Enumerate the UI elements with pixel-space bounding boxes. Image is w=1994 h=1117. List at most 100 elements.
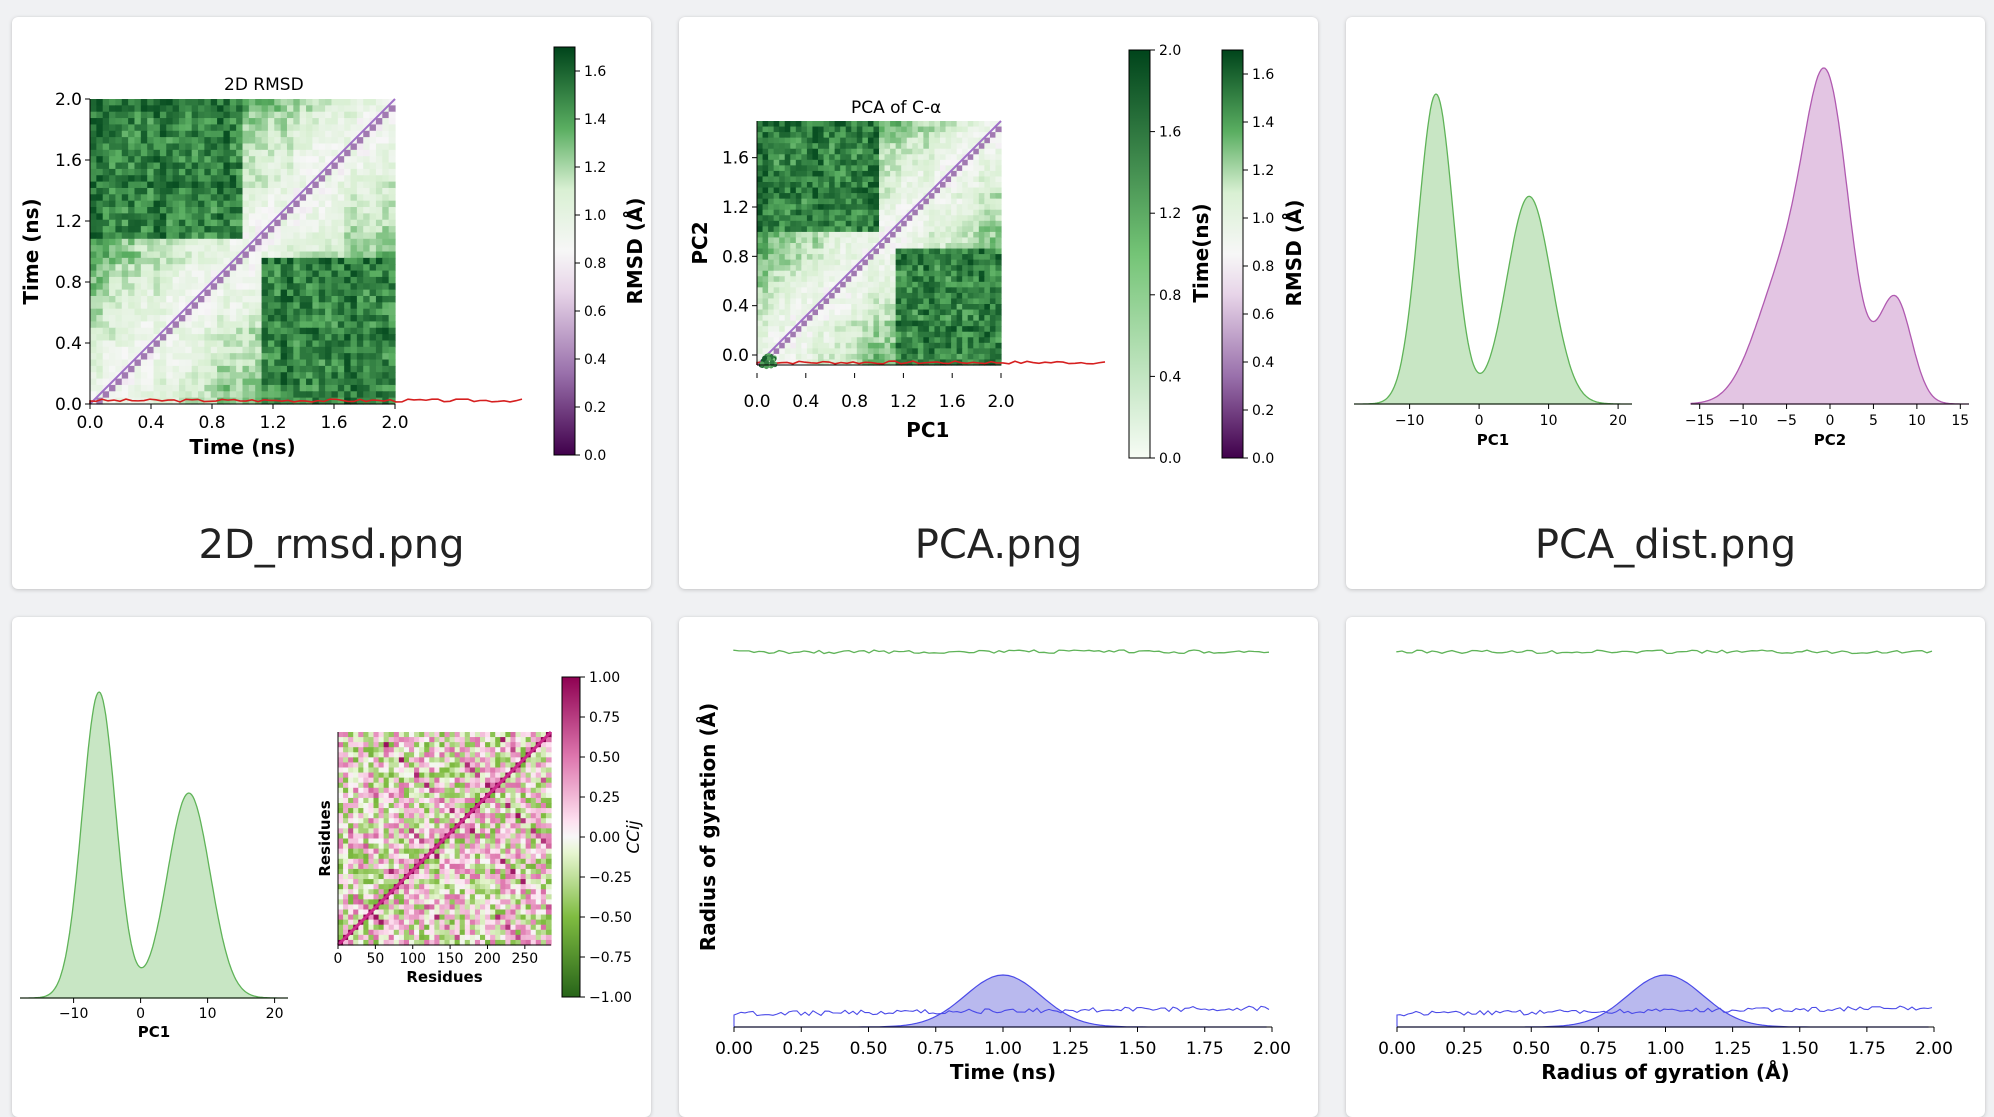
heatmap-cell <box>807 171 813 177</box>
heatmap-cell <box>399 788 405 794</box>
heatmap-cell <box>255 353 262 360</box>
heatmap-cell <box>946 127 952 133</box>
heatmap-cell <box>918 132 924 138</box>
heatmap-cell <box>840 182 846 188</box>
heatmap-cell <box>141 150 148 157</box>
heatmap-cell <box>840 287 846 293</box>
heatmap-cell <box>901 304 907 310</box>
heatmap-cell <box>763 254 769 260</box>
heatmap-cell <box>763 276 769 282</box>
heatmap-cell <box>312 194 319 201</box>
heatmap-cell <box>829 193 835 199</box>
heatmap-cell <box>424 732 430 738</box>
heatmap-cell <box>363 226 370 233</box>
heatmap-cell <box>414 732 420 738</box>
heatmap-cell <box>918 287 924 293</box>
heatmap-cell <box>851 321 857 327</box>
heatmap-cell <box>363 773 369 779</box>
heatmap-cell <box>243 207 250 214</box>
heatmap-cell <box>531 793 537 799</box>
heatmap-cell <box>829 249 835 255</box>
heatmap-cell <box>274 309 281 316</box>
heatmap-cell <box>885 204 891 210</box>
heatmap-cell <box>96 252 103 259</box>
heatmap-cell <box>344 220 351 227</box>
heatmap-cell <box>198 340 205 347</box>
heatmap-cell <box>179 258 186 265</box>
heatmap-cell <box>300 290 307 297</box>
heatmap-cell <box>192 379 199 386</box>
heatmap-cell <box>173 296 180 303</box>
heatmap-cell <box>923 293 929 299</box>
heatmap-cell <box>389 742 395 748</box>
heatmap-cell <box>984 304 990 310</box>
heatmap-cell <box>807 265 813 271</box>
heatmap-cell <box>338 309 345 316</box>
heatmap-cell <box>363 245 370 252</box>
heatmap-cell <box>962 315 968 321</box>
heatmap-cell <box>890 321 896 327</box>
heatmap-cell <box>370 309 377 316</box>
heatmap-cell <box>281 194 288 201</box>
heatmap-cell <box>763 232 769 238</box>
heatmap-cell <box>363 188 370 195</box>
heatmap-cell <box>319 220 326 227</box>
heatmap-cell <box>96 353 103 360</box>
heatmap-cell <box>990 271 996 277</box>
heatmap-cell <box>857 298 863 304</box>
heatmap-cell <box>325 391 332 398</box>
heatmap-cell <box>934 310 940 316</box>
heatmap-cell <box>757 176 763 182</box>
heatmap-cell <box>934 165 940 171</box>
heatmap-cell <box>300 360 307 367</box>
heatmap-cell <box>801 348 807 354</box>
heatmap-cell <box>268 252 275 259</box>
heatmap-cell <box>389 732 395 738</box>
heatmap-cell <box>868 149 874 155</box>
heatmap-cell <box>236 258 243 265</box>
heatmap-cell <box>835 132 841 138</box>
heatmap-cell <box>984 204 990 210</box>
heatmap-cell <box>389 778 395 784</box>
heatmap-cell <box>957 304 963 310</box>
heatmap-cell <box>179 150 186 157</box>
heatmap-cell <box>198 391 205 398</box>
heatmap-cell <box>851 276 857 282</box>
heatmap-cell <box>768 304 774 310</box>
heatmap-cell <box>774 282 780 288</box>
heatmap-cell <box>768 127 774 133</box>
heatmap-cell <box>325 207 332 214</box>
heatmap-cell <box>353 783 359 789</box>
heatmap-cell <box>192 156 199 163</box>
heatmap-cell <box>934 160 940 166</box>
heatmap-cell <box>217 169 224 176</box>
heatmap-cell <box>160 379 167 386</box>
heatmap-cell <box>829 332 835 338</box>
heatmap-cell <box>109 207 116 214</box>
heatmap-cell <box>879 271 885 277</box>
heatmap-cell <box>896 226 902 232</box>
heatmap-cell <box>115 385 122 392</box>
heatmap-cell <box>192 283 199 290</box>
heatmap-cell <box>236 156 243 163</box>
heatmap-cell <box>249 99 256 106</box>
heatmap-cell <box>807 132 813 138</box>
heatmap-cell <box>785 160 791 166</box>
heatmap-cell <box>122 220 129 227</box>
heatmap-cell <box>929 276 935 282</box>
heatmap-cell <box>319 182 326 189</box>
heatmap-cell <box>382 353 389 360</box>
heatmap-cell <box>912 337 918 343</box>
heatmap-cell <box>370 239 377 246</box>
heatmap-cell <box>230 99 237 106</box>
heatmap-cell <box>115 105 122 112</box>
heatmap-cell <box>382 385 389 392</box>
heatmap-cell <box>951 154 957 160</box>
heatmap-cell <box>946 315 952 321</box>
heatmap-cell <box>230 175 237 182</box>
heatmap-cell <box>344 347 351 354</box>
